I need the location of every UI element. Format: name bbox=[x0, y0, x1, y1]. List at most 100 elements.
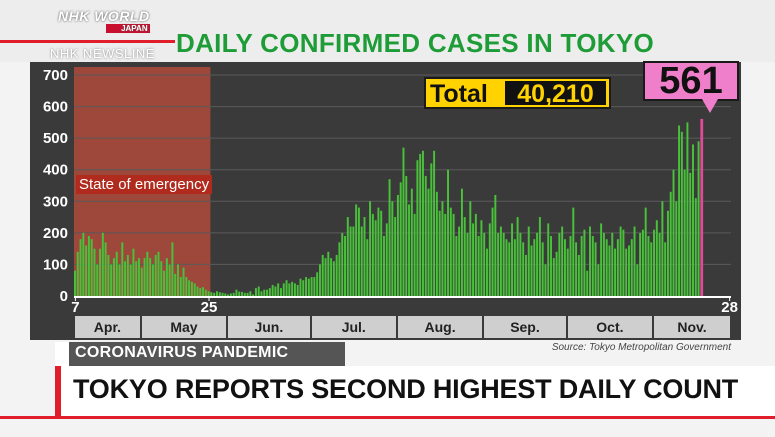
bar bbox=[566, 248, 569, 296]
bar bbox=[371, 213, 374, 296]
month-label: Aug. bbox=[397, 316, 483, 338]
total-value-box: 40,210 bbox=[505, 80, 606, 108]
bar bbox=[494, 194, 497, 296]
bar bbox=[552, 258, 555, 296]
month-label: Apr. bbox=[75, 316, 140, 338]
bar bbox=[399, 182, 402, 296]
bar bbox=[385, 223, 388, 296]
month-label: Jun. bbox=[228, 316, 310, 338]
bar bbox=[452, 213, 455, 296]
bar bbox=[508, 242, 511, 296]
bar bbox=[243, 292, 246, 296]
bar bbox=[374, 220, 377, 296]
bar bbox=[188, 280, 191, 296]
bar bbox=[168, 264, 171, 296]
bar bbox=[463, 217, 466, 296]
bar bbox=[129, 264, 132, 296]
bar bbox=[218, 292, 221, 296]
bar bbox=[288, 283, 291, 296]
bar bbox=[441, 201, 444, 296]
bar bbox=[179, 277, 182, 296]
total-label: Total bbox=[430, 80, 488, 108]
category-text: CORONAVIRUS PANDEMIC bbox=[75, 344, 289, 361]
bar bbox=[193, 283, 196, 296]
bar bbox=[112, 258, 115, 296]
bar bbox=[497, 232, 500, 296]
bar bbox=[622, 229, 625, 296]
bar bbox=[488, 223, 491, 296]
total-value: 40,210 bbox=[517, 80, 594, 108]
bar bbox=[316, 272, 319, 296]
y-tick-label: 0 bbox=[60, 288, 68, 305]
bar bbox=[605, 239, 608, 296]
bar bbox=[569, 236, 572, 296]
y-tick-label: 500 bbox=[43, 130, 68, 147]
bar bbox=[600, 223, 603, 296]
bar bbox=[458, 226, 461, 296]
bar bbox=[182, 267, 185, 296]
bar bbox=[210, 292, 213, 296]
bar bbox=[583, 229, 586, 296]
bar bbox=[126, 254, 129, 296]
x-day-label: 28 bbox=[721, 299, 738, 316]
bar bbox=[215, 291, 218, 296]
bar bbox=[271, 284, 274, 296]
bar bbox=[544, 264, 547, 296]
bar bbox=[680, 131, 683, 296]
month-label: Oct. bbox=[567, 316, 653, 338]
bar bbox=[516, 217, 519, 296]
bar bbox=[519, 232, 522, 296]
bar bbox=[577, 254, 580, 296]
bar bbox=[324, 258, 327, 296]
bar bbox=[280, 288, 282, 296]
bar bbox=[99, 248, 102, 296]
bar bbox=[291, 281, 294, 296]
bar bbox=[257, 286, 260, 296]
bar bbox=[110, 264, 113, 296]
x-day-label: 7 bbox=[71, 299, 79, 316]
source-credit: Source: Tokyo Metropolitan Government bbox=[551, 342, 731, 353]
bar bbox=[697, 141, 700, 296]
bar bbox=[355, 204, 358, 296]
latest-bar bbox=[700, 118, 704, 297]
bar bbox=[101, 232, 104, 296]
bar bbox=[360, 226, 363, 296]
bar bbox=[572, 207, 575, 296]
y-tick-label: 100 bbox=[43, 256, 68, 273]
bar bbox=[460, 188, 463, 296]
bar bbox=[563, 239, 566, 296]
bar bbox=[124, 261, 127, 296]
bar bbox=[207, 291, 210, 296]
bar bbox=[93, 248, 96, 296]
bar bbox=[118, 264, 121, 296]
bar bbox=[402, 147, 405, 296]
bar bbox=[391, 201, 394, 296]
bar bbox=[104, 242, 107, 296]
bar bbox=[87, 236, 90, 296]
bar bbox=[561, 226, 564, 296]
month-label: Sep. bbox=[484, 316, 566, 338]
bar bbox=[435, 191, 438, 296]
bar bbox=[538, 217, 541, 296]
latest-count-callout: 561 bbox=[643, 60, 739, 102]
bar bbox=[438, 210, 441, 296]
y-tick-label: 200 bbox=[43, 225, 68, 242]
bar bbox=[597, 264, 600, 296]
nhk-world-logo: NHK WORLD JAPAN bbox=[58, 8, 150, 33]
bar bbox=[238, 291, 241, 296]
bar bbox=[151, 264, 154, 296]
bar bbox=[580, 236, 583, 296]
bar bbox=[694, 198, 697, 296]
bar bbox=[232, 292, 235, 296]
bar bbox=[313, 277, 316, 296]
bar bbox=[174, 273, 177, 296]
bar bbox=[664, 242, 667, 296]
bar bbox=[224, 293, 227, 296]
bar bbox=[611, 232, 614, 296]
bar bbox=[146, 251, 149, 296]
bar bbox=[650, 242, 653, 296]
bar bbox=[346, 217, 349, 296]
bar bbox=[302, 280, 305, 296]
bar bbox=[472, 223, 475, 296]
bar bbox=[541, 242, 544, 296]
